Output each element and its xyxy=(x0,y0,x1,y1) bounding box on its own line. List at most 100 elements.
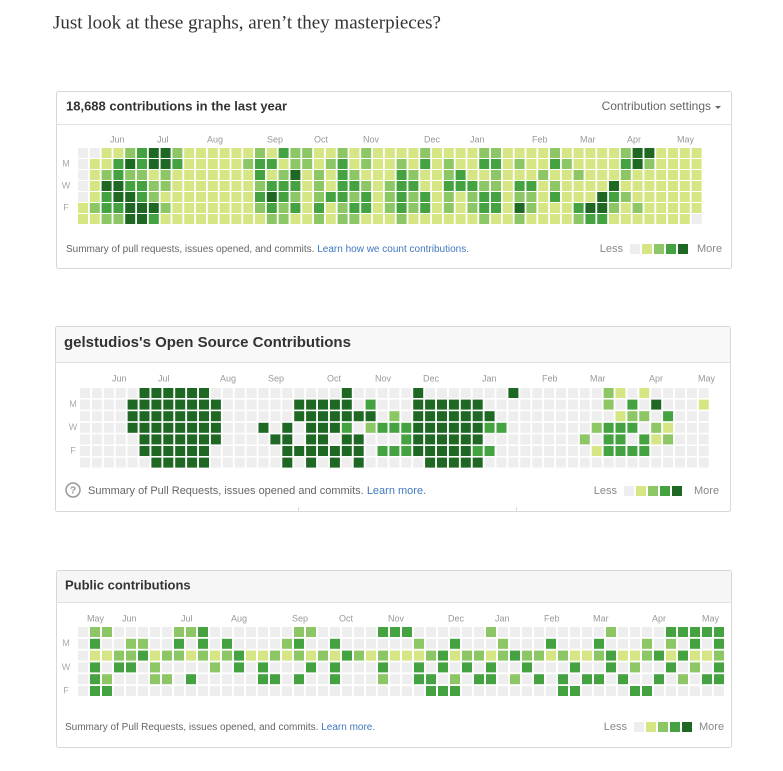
contribution-cell xyxy=(627,411,638,422)
contribution-cell xyxy=(668,192,678,202)
contribution-cell xyxy=(450,662,460,673)
contribution-cell xyxy=(150,650,160,661)
contribution-cell xyxy=(437,446,447,456)
contribution-cell xyxy=(174,662,184,673)
contribution-cell xyxy=(450,638,460,649)
learn-more-link[interactable]: Learn more. xyxy=(321,722,375,733)
contribution-cell xyxy=(78,214,88,224)
legend-swatch xyxy=(648,486,658,496)
contribution-cell xyxy=(491,170,501,180)
contribution-cell xyxy=(219,214,230,224)
contribution-cell xyxy=(632,170,643,180)
contribution-cell xyxy=(556,422,566,433)
learn-more-link[interactable]: Learn how we count contributions. xyxy=(317,244,469,255)
contribution-cell xyxy=(474,674,484,685)
contribution-cell xyxy=(573,170,584,180)
contribution-cell xyxy=(582,638,592,649)
contribution-cell xyxy=(522,650,532,661)
contribution-cell xyxy=(438,627,448,637)
contribution-cell xyxy=(294,650,304,661)
day-label: M xyxy=(62,158,70,168)
contribution-cell xyxy=(174,674,184,685)
contribution-cell xyxy=(113,214,124,224)
contribution-cell xyxy=(384,170,395,180)
contribution-cell xyxy=(502,181,513,191)
contribution-cell xyxy=(567,399,578,410)
contribution-cell xyxy=(199,388,209,398)
contribution-cell xyxy=(644,170,655,180)
contribution-cell xyxy=(502,159,513,169)
month-label: May xyxy=(87,613,105,623)
contribution-cell xyxy=(498,627,508,637)
contribution-cell xyxy=(318,686,328,696)
contribution-cell xyxy=(115,411,126,422)
contribution-cell xyxy=(455,192,466,202)
contribution-cell xyxy=(702,650,712,661)
contribution-cell xyxy=(102,638,112,649)
contribution-cell xyxy=(618,650,628,661)
contribution-cell xyxy=(546,638,556,649)
contribution-cell xyxy=(496,457,507,468)
learn-more-link[interactable]: Learn more. xyxy=(367,485,426,497)
contribution-cell xyxy=(266,159,277,169)
contribution-cell xyxy=(126,650,136,661)
contribution-cell xyxy=(353,446,364,456)
contribution-cell xyxy=(402,686,412,696)
contribution-cell xyxy=(402,650,412,661)
contribution-cell xyxy=(365,399,376,410)
graph-title: gelstudios's Open Source Contributions xyxy=(64,334,351,351)
contribution-cell xyxy=(437,388,447,398)
contribution-cell xyxy=(126,686,136,696)
contribution-cell xyxy=(526,214,537,224)
contribution-cell xyxy=(187,422,198,433)
contribution-cell xyxy=(567,422,578,433)
contribution-cell xyxy=(258,686,268,696)
contribution-cell xyxy=(114,674,124,685)
contribution-cell xyxy=(384,159,395,169)
contribution-cell xyxy=(115,422,126,433)
contribution-cell xyxy=(270,662,280,673)
contribution-cell xyxy=(502,148,513,158)
contribution-cell xyxy=(413,457,424,468)
contribution-cell xyxy=(678,627,688,637)
contribution-cell xyxy=(390,662,400,673)
contribution-cell xyxy=(570,650,580,661)
footer-text: Summary of pull requests, issues opened,… xyxy=(66,244,469,255)
contribution-cell xyxy=(443,159,454,169)
contribution-cell xyxy=(654,650,664,661)
contribution-cell xyxy=(258,627,268,637)
contribution-cell xyxy=(615,388,626,398)
contribution-cell xyxy=(314,214,324,224)
contribution-cell xyxy=(402,627,412,637)
contribution-cell xyxy=(198,662,208,673)
contribution-cell xyxy=(414,627,424,637)
contribution-cell xyxy=(498,662,508,673)
contribution-cell xyxy=(532,457,543,468)
contribution-cell xyxy=(467,192,478,202)
contribution-cell xyxy=(290,181,301,191)
contribution-cell xyxy=(396,181,407,191)
contribution-cell xyxy=(172,170,183,180)
contribution-cell xyxy=(266,192,277,202)
contribution-cell xyxy=(377,446,388,456)
contribution-cell xyxy=(101,170,112,180)
month-label: Sep xyxy=(292,613,308,623)
contribution-cell xyxy=(413,422,424,433)
contribution-cell xyxy=(556,434,566,445)
contribution-cell xyxy=(437,399,447,410)
contribution-cell xyxy=(162,650,172,661)
contribution-cell xyxy=(207,181,218,191)
contribution-cell xyxy=(246,422,257,433)
contribution-cell xyxy=(126,662,136,673)
contribution-cell xyxy=(196,192,206,202)
legend-swatch xyxy=(642,244,652,254)
contribution-cell xyxy=(125,203,136,213)
contribution-cell xyxy=(354,674,364,685)
contribution-cell xyxy=(679,214,690,224)
contribution-cell xyxy=(484,457,495,468)
month-label: Jan xyxy=(470,134,485,144)
graph-header xyxy=(57,92,731,124)
settings-button[interactable]: Contribution settings xyxy=(602,99,711,113)
contribution-cell xyxy=(330,627,340,637)
contribution-cell xyxy=(378,650,388,661)
